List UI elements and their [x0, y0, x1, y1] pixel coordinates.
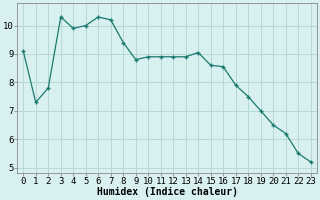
X-axis label: Humidex (Indice chaleur): Humidex (Indice chaleur)	[97, 187, 237, 197]
